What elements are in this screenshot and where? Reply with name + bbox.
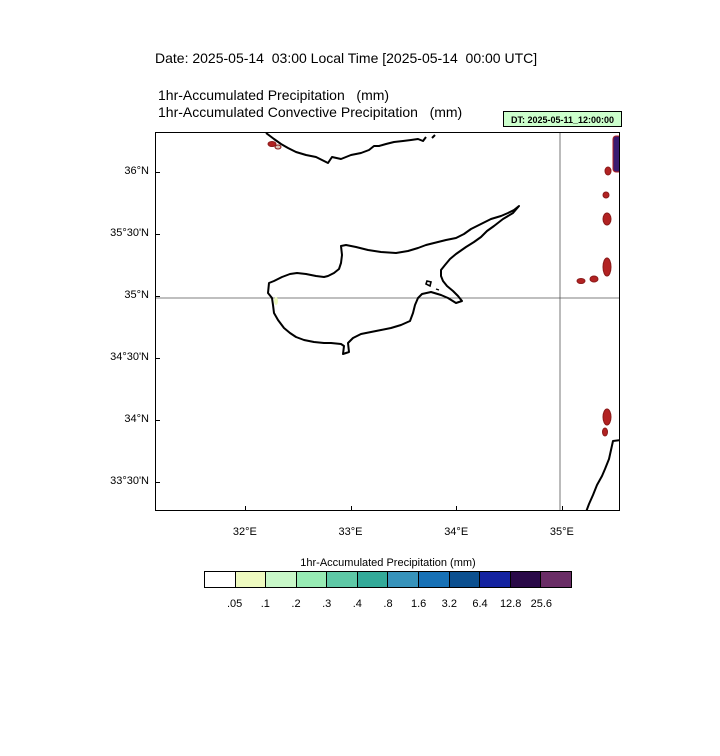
- lat-tick-label: 34°30'N: [110, 351, 149, 364]
- colorbar-swatch: [541, 572, 571, 587]
- lon-tick-mark: [456, 506, 458, 511]
- lon-tick-mark: [350, 506, 352, 511]
- colorbar-label: .4: [352, 598, 362, 610]
- convective-cell: [602, 191, 610, 199]
- colorbar-label: 25.6: [530, 598, 553, 610]
- lat-tick-mark: [155, 358, 160, 360]
- variable-title-precip: 1hr-Accumulated Precipitation (mm): [158, 87, 390, 103]
- date-title: Date: 2025-05-14 03:00 Local Time [2025-…: [155, 50, 538, 66]
- convective-cell: [612, 135, 619, 173]
- colorbar-label: .1: [260, 598, 270, 610]
- convective-cell: [274, 144, 282, 150]
- convective-cells: [267, 135, 619, 437]
- lon-tick-label: 35°E: [549, 526, 574, 538]
- variable-title-convective: 1hr-Accumulated Convective Precipitation…: [158, 104, 463, 120]
- colorbar-label: 6.4: [472, 598, 488, 610]
- lat-tick-label: 35°N: [124, 289, 149, 302]
- small-island: [425, 280, 432, 288]
- colorbar-label: .3: [322, 598, 332, 610]
- convective-cell: [602, 257, 612, 277]
- convective-cell: [267, 141, 277, 147]
- lon-tick-mark: [561, 506, 563, 511]
- light-precip-cell: [274, 297, 278, 305]
- colorbar-label: .2: [291, 598, 301, 610]
- colorbar-label: .05: [227, 598, 243, 610]
- lat-tick-mark: [155, 482, 160, 484]
- colorbar-swatch: [388, 572, 420, 587]
- lat-tick-label: 34°N: [124, 413, 149, 426]
- colorbar-swatch: [449, 572, 481, 587]
- lon-tick-label: 34°E: [444, 526, 469, 538]
- lon-tick-mark: [244, 506, 246, 511]
- colorbar-swatch: [205, 572, 236, 587]
- lat-tick-label: 36°N: [124, 164, 149, 177]
- lat-tick-label: 33°30'N: [110, 475, 149, 488]
- colorbar-swatch: [327, 572, 358, 587]
- dt-label-box: DT: 2025-05-11_12:00:00: [503, 111, 622, 127]
- colorbar-swatch: [480, 572, 511, 587]
- levant-coastline: [585, 439, 619, 510]
- colorbar-swatch: [296, 572, 328, 587]
- lat-tick-mark: [155, 420, 160, 422]
- convective-cell: [604, 166, 612, 176]
- colorbar-swatch: [235, 572, 267, 587]
- lon-tick-label: 32°E: [232, 526, 257, 538]
- colorbar-label: 1.6: [411, 598, 427, 610]
- convective-cell: [602, 212, 612, 226]
- colorbar-label: 12.8: [499, 598, 522, 610]
- colorbar-label: 3.2: [441, 598, 457, 610]
- convective-cell: [589, 275, 599, 283]
- lat-tick-label: 35°30'N: [110, 226, 149, 239]
- lat-tick-mark: [155, 171, 160, 173]
- colorbar-swatch: [266, 572, 297, 587]
- colorbar-title: 1hr-Accumulated Precipitation (mm): [300, 557, 476, 569]
- colorbar-swatch: [419, 572, 450, 587]
- colorbar-label: .8: [383, 598, 393, 610]
- convective-cell: [576, 278, 586, 284]
- colorbar-swatch: [510, 572, 542, 587]
- turkey-coastline: [265, 133, 427, 164]
- light-precip-cells: [274, 297, 278, 305]
- map-panel: [155, 132, 620, 511]
- colorbar-swatch: [357, 572, 389, 587]
- small-islet: [435, 288, 440, 291]
- turkey-coastline-bit: [431, 134, 436, 139]
- convective-cell: [602, 408, 612, 426]
- lon-tick-label: 33°E: [338, 526, 363, 538]
- lat-tick-mark: [155, 233, 160, 235]
- convective-cell: [602, 427, 608, 437]
- lat-tick-mark: [155, 296, 160, 298]
- map-canvas: [156, 133, 619, 510]
- cyprus-coastline: [267, 205, 520, 355]
- colorbar: [204, 571, 572, 588]
